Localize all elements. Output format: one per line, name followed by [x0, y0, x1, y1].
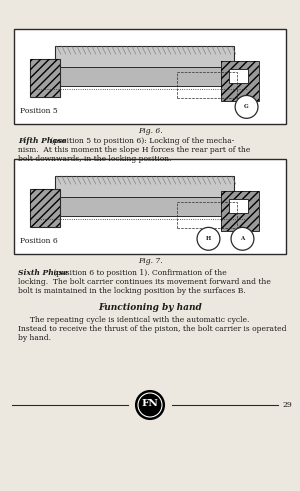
- Bar: [229, 199, 248, 213]
- Text: bolt is maintained in the locking position by the surfaces B.: bolt is maintained in the locking positi…: [18, 287, 246, 295]
- Text: locking.  The bolt carrier continues its movement forward and the: locking. The bolt carrier continues its …: [18, 278, 271, 286]
- Text: Fig. 6.: Fig. 6.: [138, 127, 162, 135]
- Bar: [30, 190, 60, 227]
- Bar: [30, 59, 60, 97]
- Bar: [221, 191, 259, 231]
- Bar: [55, 46, 234, 69]
- Text: bolt downwards, in the locking position.: bolt downwards, in the locking position.: [18, 155, 172, 163]
- Circle shape: [197, 227, 220, 250]
- Text: (position 5 to position 6): Locking of the mecha-: (position 5 to position 6): Locking of t…: [48, 137, 234, 145]
- Text: A: A: [240, 236, 244, 241]
- Text: Position 6: Position 6: [20, 237, 58, 245]
- Text: Sixth Phase: Sixth Phase: [18, 269, 68, 277]
- Bar: [177, 202, 237, 228]
- Text: (position 6 to position 1). Confirmation of the: (position 6 to position 1). Confirmation…: [51, 269, 227, 277]
- Bar: [30, 197, 248, 216]
- Text: by hand.: by hand.: [18, 334, 51, 342]
- Bar: [221, 61, 259, 101]
- Circle shape: [235, 95, 258, 118]
- Text: Instead to receive the thrust of the piston, the bolt carrier is operated: Instead to receive the thrust of the pis…: [18, 325, 286, 333]
- Bar: [30, 59, 60, 97]
- Bar: [229, 69, 248, 83]
- Circle shape: [231, 227, 254, 250]
- Text: Functioning by hand: Functioning by hand: [98, 303, 202, 312]
- Circle shape: [136, 391, 164, 419]
- Text: G: G: [244, 105, 249, 109]
- Bar: [221, 191, 259, 231]
- Bar: [14, 29, 286, 124]
- Text: Fifth Phase: Fifth Phase: [18, 137, 67, 145]
- Text: H: H: [206, 236, 211, 241]
- Text: nism.  At this moment the slope H forces the rear part of the: nism. At this moment the slope H forces …: [18, 146, 250, 154]
- Bar: [221, 61, 259, 101]
- Bar: [30, 190, 60, 227]
- Text: Fig. 7.: Fig. 7.: [138, 257, 162, 265]
- Text: 29: 29: [282, 401, 292, 409]
- Bar: [55, 176, 234, 199]
- Text: Position 5: Position 5: [20, 107, 58, 115]
- Bar: [14, 159, 286, 254]
- Bar: [177, 72, 237, 98]
- Circle shape: [138, 393, 162, 417]
- Text: FN: FN: [142, 400, 158, 409]
- Text: The repeating cycle is identical with the automatic cycle.: The repeating cycle is identical with th…: [18, 316, 249, 324]
- Bar: [30, 67, 248, 86]
